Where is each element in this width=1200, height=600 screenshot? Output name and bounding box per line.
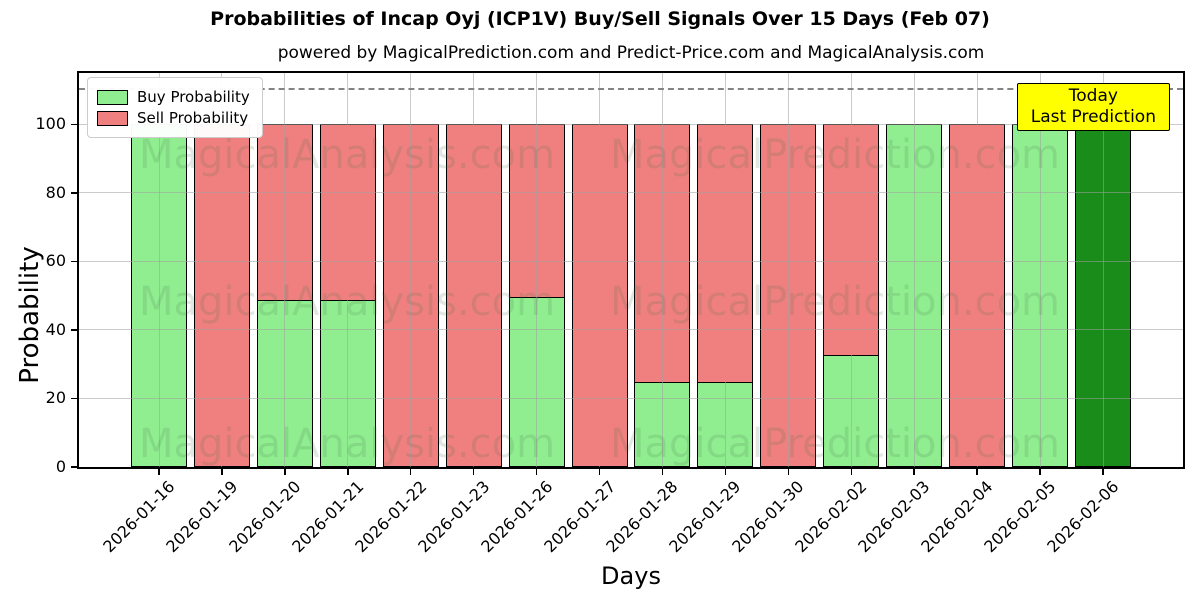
h-gridline (79, 192, 1183, 194)
y-tick-label: 0 (55, 457, 66, 476)
y-tick-label: 100 (35, 114, 66, 134)
v-gridline (724, 73, 726, 467)
x-tick (724, 469, 727, 475)
y-tick (71, 466, 77, 468)
v-gridline (347, 73, 349, 467)
y-tick-label: 60 (45, 251, 66, 271)
legend-swatch-buy-icon (97, 89, 128, 105)
v-gridline (913, 73, 915, 467)
x-tick (1102, 469, 1104, 475)
legend-swatch-sell-icon (97, 110, 128, 126)
x-tick (976, 469, 978, 475)
x-tick (787, 469, 790, 475)
y-tick-label: 20 (45, 388, 66, 408)
x-tick (598, 469, 601, 475)
y-tick (71, 192, 77, 194)
y-tick (71, 397, 77, 400)
legend-label-sell: Sell Probability (137, 109, 249, 127)
chart-subtitle: powered by MagicalPrediction.com and Pre… (277, 43, 985, 63)
today-annotation: Today Last Prediction (1016, 83, 1170, 131)
x-tick (661, 469, 664, 475)
v-gridline (536, 73, 538, 467)
y-tick (71, 123, 77, 126)
x-tick (913, 469, 915, 475)
x-tick (472, 469, 475, 475)
legend-label-buy: Buy Probability (137, 88, 250, 106)
v-gridline (473, 73, 475, 467)
v-gridline (410, 73, 412, 467)
y-tick-label: 80 (45, 182, 66, 202)
h-gridline (79, 260, 1183, 262)
v-gridline (284, 73, 286, 467)
h-gridline (79, 329, 1183, 331)
x-tick (158, 469, 160, 475)
v-gridline (158, 73, 160, 467)
today-annotation-line1: Today (1068, 86, 1118, 106)
y-tick-label: 40 (45, 319, 66, 339)
v-gridline (1039, 73, 1041, 467)
x-axis-label: Days (601, 562, 661, 590)
v-gridline (1102, 73, 1104, 467)
legend: Buy Probability Sell Probability (87, 77, 263, 138)
v-gridline (661, 73, 663, 467)
today-annotation-line2: Last Prediction (1030, 107, 1156, 127)
x-tick (409, 469, 412, 475)
plot-area: MagicalAnalysis.comMagicalPrediction.com… (77, 71, 1185, 469)
v-gridline (850, 73, 852, 467)
legend-item-sell: Sell Probability (97, 109, 250, 127)
h-gridline (79, 123, 1183, 125)
h-gridline (79, 397, 1183, 399)
x-tick (850, 469, 853, 475)
threshold-dashed-line (79, 88, 1183, 91)
v-gridline (787, 73, 789, 467)
x-tick (284, 469, 286, 475)
x-tick (221, 469, 223, 475)
legend-item-buy: Buy Probability (97, 88, 250, 106)
x-tick (535, 469, 538, 475)
x-tick (347, 469, 349, 475)
v-gridline (599, 73, 601, 467)
v-gridline (221, 73, 223, 467)
y-tick (71, 260, 77, 263)
y-tick (71, 329, 77, 331)
v-gridline (976, 73, 978, 467)
chart-title: Probabilities of Incap Oyj (ICP1V) Buy/S… (210, 8, 990, 30)
x-tick (1039, 469, 1041, 475)
